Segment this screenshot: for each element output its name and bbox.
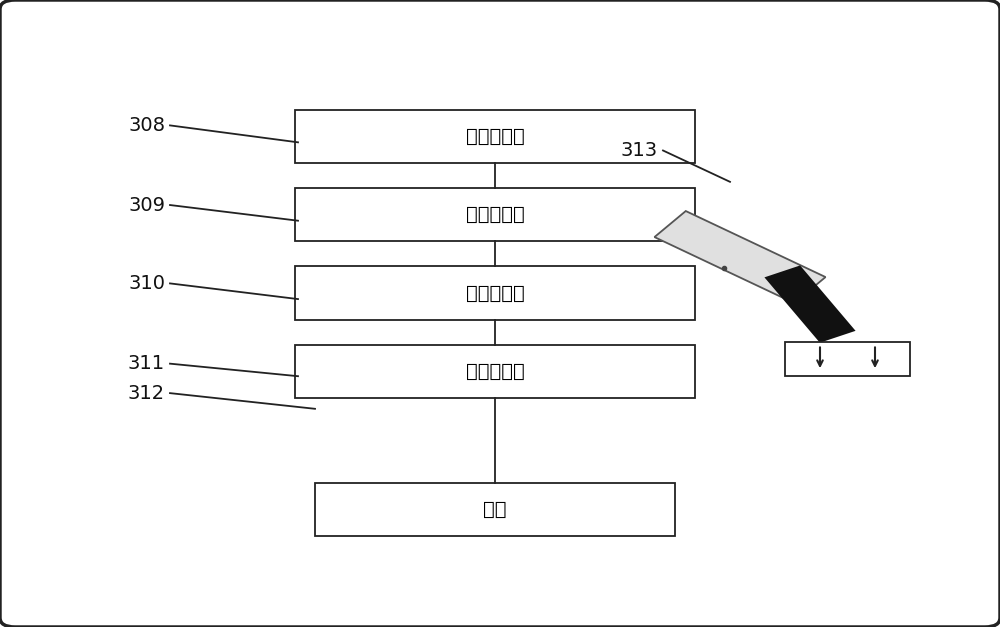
Text: 309: 309 bbox=[128, 196, 165, 214]
Bar bbox=[295, 345, 695, 398]
Polygon shape bbox=[654, 211, 826, 303]
Text: 放下机械手: 放下机械手 bbox=[466, 205, 524, 224]
Text: 旋转机械手: 旋转机械手 bbox=[466, 283, 524, 303]
Text: 310: 310 bbox=[128, 274, 165, 293]
Bar bbox=[295, 188, 695, 241]
Text: 运行: 运行 bbox=[483, 500, 507, 519]
Text: 312: 312 bbox=[128, 384, 165, 403]
Text: 前砧机械手: 前砧机械手 bbox=[466, 362, 524, 381]
Polygon shape bbox=[766, 266, 854, 342]
Bar bbox=[785, 342, 910, 376]
Text: 311: 311 bbox=[128, 354, 165, 373]
Bar bbox=[315, 483, 675, 536]
Text: 308: 308 bbox=[128, 116, 165, 135]
Text: 收起机械手: 收起机械手 bbox=[466, 127, 524, 146]
Text: 313: 313 bbox=[621, 141, 658, 160]
Bar bbox=[295, 110, 695, 163]
Bar bbox=[295, 266, 695, 320]
